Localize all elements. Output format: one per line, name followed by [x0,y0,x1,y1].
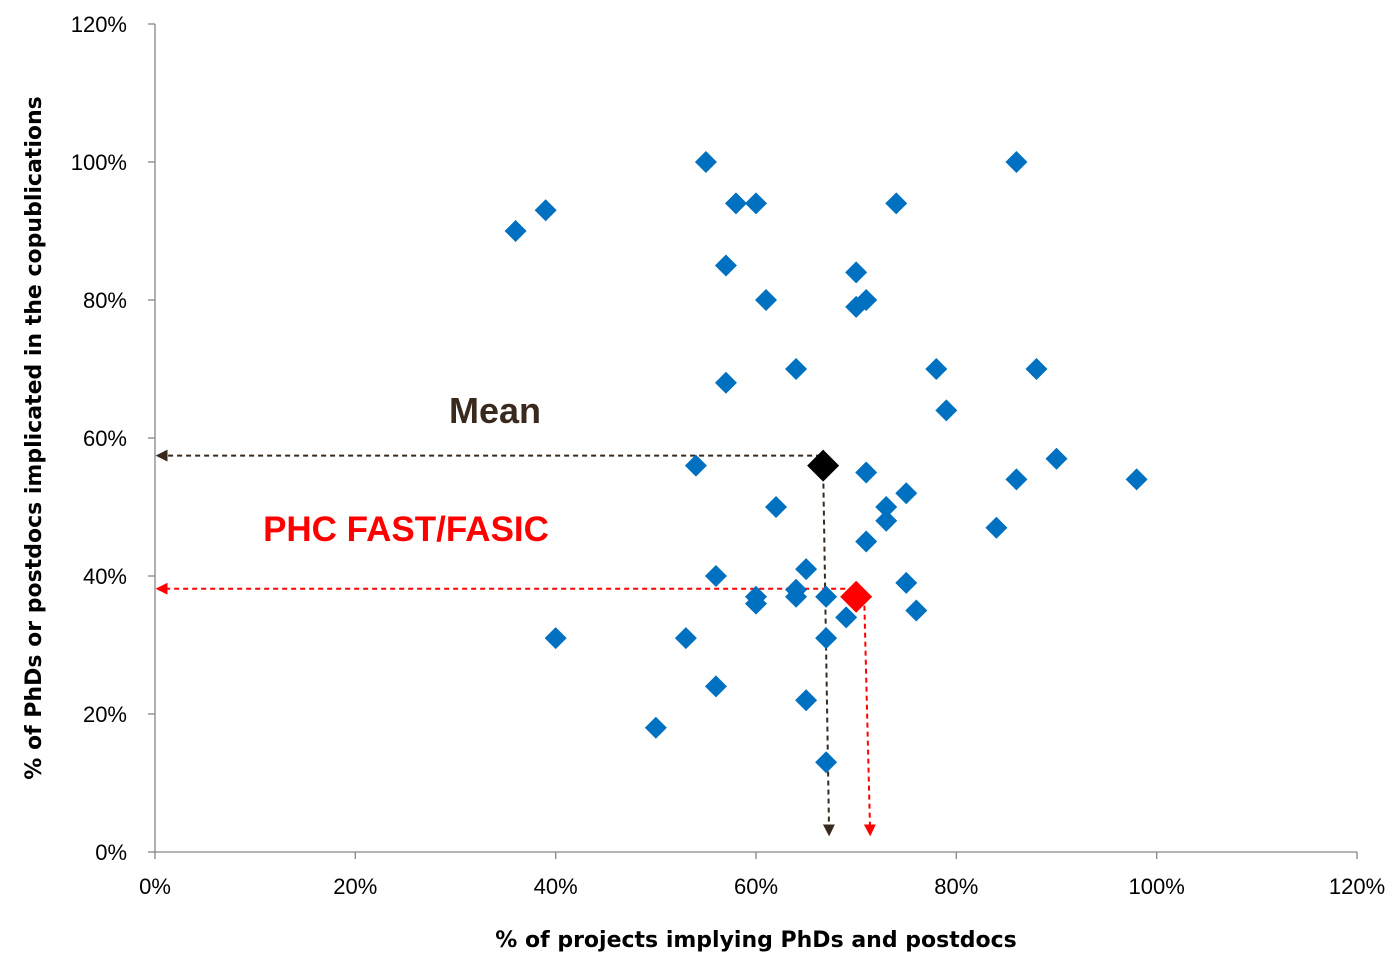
y-tick-label: 40% [83,564,127,589]
data-point [704,565,727,587]
y-tick-label: 80% [83,288,127,313]
data-point [985,516,1008,539]
data-point [1025,358,1048,380]
axes: 0% 20% 40% 60% 80% 100% 120% 0% 20% 40% 60% 80% 100… [71,12,1385,899]
phc-fast-fasic-annotation-label: PHC FAST/FASIC [263,510,549,549]
x-tick-label: 80% [934,874,978,899]
phc-fast-fasic-point [840,580,873,613]
data-point [875,509,898,532]
data-point [925,358,948,380]
data-point [1045,447,1068,470]
data-point [795,689,818,712]
data-point [1005,151,1028,173]
mean-point [807,449,840,482]
data-point [785,585,808,608]
data-point [855,461,878,484]
data-point [724,192,747,215]
data-point [644,716,667,739]
x-tick-label: 120% [1329,874,1385,899]
y-axis-title: % of PhDs or postdocs implicated in the … [22,96,47,779]
data-point [674,627,697,650]
data-point [745,592,767,615]
y-tick-label: 120% [71,12,127,37]
x-axis-title: % of projects implying PhDs and postdocs [495,928,1016,953]
y-axis-ticks: 0% 20% 40% 60% 80% 100% 120% [71,12,155,865]
x-tick-label: 100% [1129,874,1185,899]
vertical-annotation-arrow [822,465,835,837]
x-tick-label: 0% [139,874,171,899]
data-point [534,199,557,222]
data-points [504,151,1148,774]
data-point [815,751,838,774]
data-point [714,371,737,394]
x-tick-label: 40% [534,874,578,899]
data-point [684,454,707,477]
y-tick-label: 100% [71,150,127,175]
data-point [855,289,878,311]
data-point [835,606,858,629]
x-tick-label: 20% [333,874,377,899]
data-point [1005,468,1028,491]
y-tick-label: 60% [83,426,127,451]
data-point [745,192,767,215]
data-point [905,599,928,622]
data-point [755,289,778,311]
data-point [785,358,808,380]
x-axis-ticks: 0% 20% 40% 60% 80% 100% 120% [139,852,1385,899]
data-point [935,399,958,422]
data-point [885,192,908,215]
x-tick-label: 60% [734,874,778,899]
data-point [765,496,788,518]
y-tick-label: 0% [95,840,127,865]
data-point [544,627,567,650]
data-point [714,254,737,277]
mean-annotation-label: Mean [449,390,541,431]
data-point [704,675,727,698]
data-point [875,496,898,518]
data-point [855,530,878,553]
data-point [895,571,918,594]
highlight-points [807,449,873,613]
vertical-annotation-arrow [863,596,876,837]
y-tick-label: 20% [83,702,127,727]
data-point [815,585,838,608]
data-point [845,261,868,284]
data-point [694,151,717,173]
data-point [795,558,818,581]
data-point [1125,468,1148,491]
annotation-arrows [155,449,876,837]
data-point [815,627,838,650]
data-point [504,220,527,242]
data-point [895,482,918,505]
